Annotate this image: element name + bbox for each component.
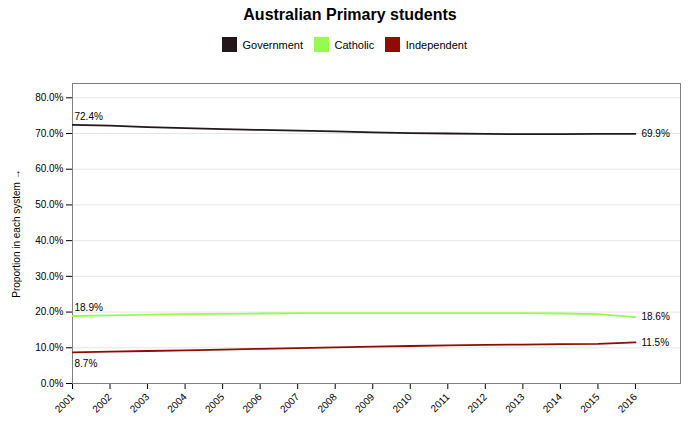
svg-text:18.9%: 18.9% xyxy=(75,302,103,313)
svg-text:2016: 2016 xyxy=(616,390,640,414)
svg-text:69.9%: 69.9% xyxy=(641,128,669,139)
svg-text:Proportion in each system →: Proportion in each system → xyxy=(11,169,22,297)
svg-text:2010: 2010 xyxy=(390,390,414,414)
svg-text:8.7%: 8.7% xyxy=(75,357,98,368)
svg-text:60.0%: 60.0% xyxy=(35,163,63,174)
svg-text:30.0%: 30.0% xyxy=(35,270,63,281)
html-text:Independent: Independent xyxy=(405,38,467,51)
svg-text:2007: 2007 xyxy=(278,390,302,414)
svg-text:18.6%: 18.6% xyxy=(641,311,669,322)
svg-text:0.0%: 0.0% xyxy=(41,377,64,388)
svg-text:2001: 2001 xyxy=(53,390,77,414)
svg-text:2014: 2014 xyxy=(541,390,565,414)
svg-text:20.0%: 20.0% xyxy=(35,306,63,317)
svg-text:2002: 2002 xyxy=(90,390,114,414)
svg-text:70.0%: 70.0% xyxy=(35,127,63,138)
svg-text:2013: 2013 xyxy=(503,390,527,414)
svg-text:2012: 2012 xyxy=(466,390,490,414)
svg-text:2004: 2004 xyxy=(165,390,189,414)
svg-text:2006: 2006 xyxy=(240,390,264,414)
svg-text:2003: 2003 xyxy=(128,390,152,414)
svg-text:40.0%: 40.0% xyxy=(35,234,63,245)
svg-text:2005: 2005 xyxy=(203,390,227,414)
svg-text:2009: 2009 xyxy=(353,390,377,414)
svg-text:2015: 2015 xyxy=(578,390,602,414)
svg-text:2011: 2011 xyxy=(428,390,451,413)
svg-text:11.5%: 11.5% xyxy=(641,336,669,347)
html-text:Australian Primary students: Australian Primary students xyxy=(243,6,457,23)
svg-text:72.4%: 72.4% xyxy=(75,110,103,121)
html-text:Catholic: Catholic xyxy=(334,38,375,51)
svg-text:10.0%: 10.0% xyxy=(35,341,63,352)
html-text:Government: Government xyxy=(242,38,303,51)
svg-text:80.0%: 80.0% xyxy=(35,91,63,102)
svg-text:50.0%: 50.0% xyxy=(35,199,63,210)
svg-text:2008: 2008 xyxy=(315,390,339,414)
